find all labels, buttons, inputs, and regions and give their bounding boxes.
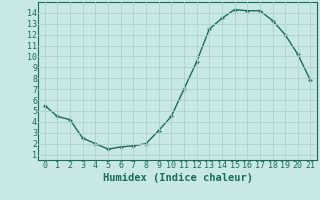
X-axis label: Humidex (Indice chaleur): Humidex (Indice chaleur) — [103, 173, 252, 183]
